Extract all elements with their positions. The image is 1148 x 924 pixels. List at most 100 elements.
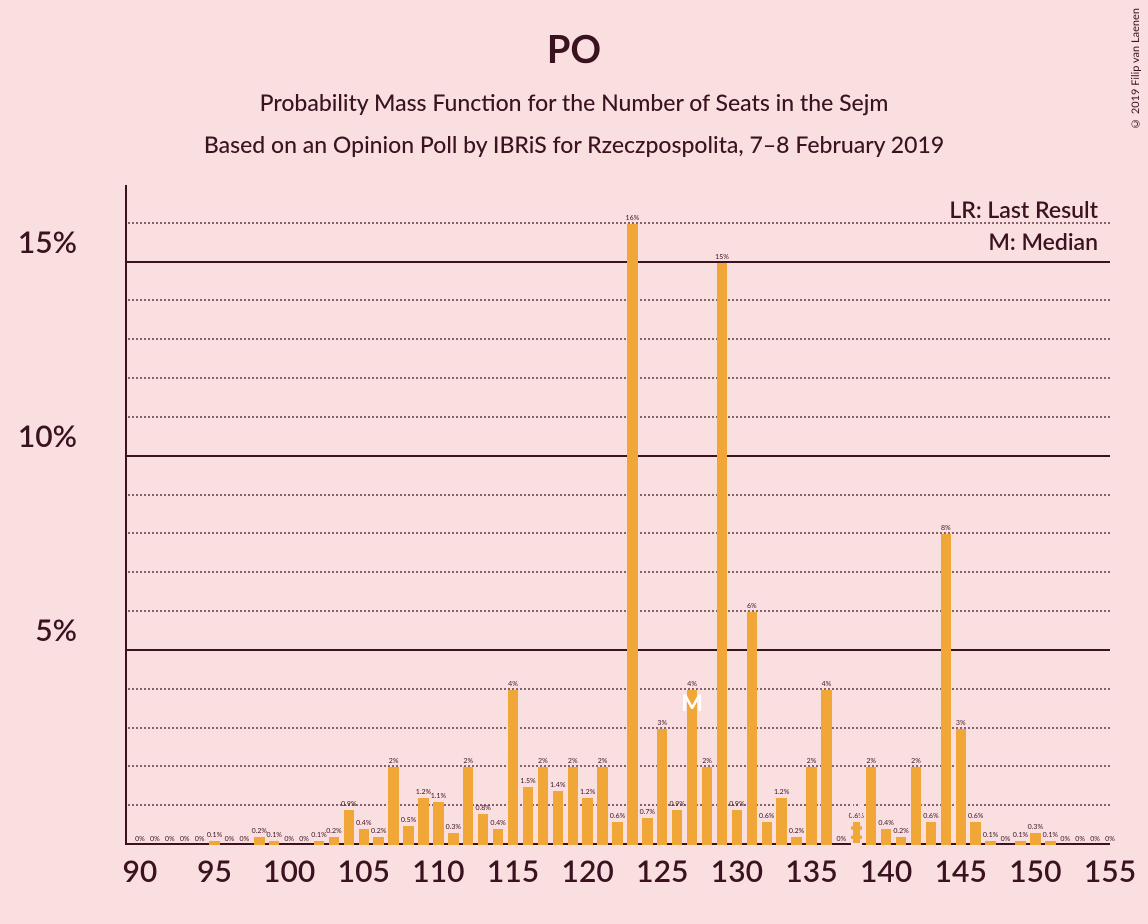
bar (821, 690, 831, 845)
bar-value-label: 2% (911, 757, 921, 765)
bar (553, 791, 563, 845)
copyright-text: © 2019 Filip van Laenen (1129, 8, 1142, 130)
bar (329, 837, 339, 845)
bar-value-label: 1.2% (416, 788, 431, 796)
grid-minor (125, 610, 1110, 612)
bar (523, 787, 533, 845)
x-tick-label: 100 (263, 853, 315, 889)
bar-value-label: 0.6% (923, 812, 938, 820)
bar (881, 829, 891, 845)
grid-major (125, 455, 1110, 457)
bar (732, 810, 742, 845)
x-tick-label: 125 (636, 853, 688, 889)
bar (508, 690, 518, 845)
bar (612, 822, 622, 845)
bar (373, 837, 383, 845)
bar-value-label: 0.7% (640, 808, 655, 816)
bar (538, 767, 548, 845)
bar (568, 767, 578, 845)
grid-minor (125, 338, 1110, 340)
bar (672, 810, 682, 845)
bar-value-label: 0% (135, 835, 145, 843)
bar (388, 767, 398, 845)
bar-value-label: 0% (225, 835, 235, 843)
bar-value-label: 16% (626, 214, 640, 222)
x-tick-label: 90 (123, 853, 158, 889)
bar-value-label: 2% (598, 757, 608, 765)
x-tick-label: 145 (935, 853, 987, 889)
x-tick-label: 140 (860, 853, 912, 889)
bar (956, 729, 966, 845)
bar (657, 729, 667, 845)
x-tick-label: 135 (785, 853, 837, 889)
bar-value-label: 0.1% (311, 831, 326, 839)
bar (866, 767, 876, 845)
x-tick-label: 110 (412, 853, 464, 889)
bar-value-label: 0% (240, 835, 250, 843)
bar-value-label: 6% (747, 602, 757, 610)
bar-value-label: 0.4% (878, 819, 893, 827)
bar (1030, 833, 1040, 845)
bar (1045, 841, 1055, 845)
bar (478, 814, 488, 845)
bar-value-label: 1.2% (580, 788, 595, 796)
bar (269, 841, 279, 845)
bar (911, 767, 921, 845)
bar (209, 841, 219, 845)
bar-value-label: 2% (389, 757, 399, 765)
bar-value-label: 0% (1001, 835, 1011, 843)
y-tick-label: 10% (18, 418, 77, 454)
bar-value-label: 3% (956, 719, 966, 727)
bar-value-label: 0% (195, 835, 205, 843)
bar-value-label: 0.1% (267, 831, 282, 839)
bar-value-label: 0.2% (252, 827, 267, 835)
bar-value-label: 0% (180, 835, 190, 843)
chart-subtitle-2: Based on an Opinion Poll by IBRiS for Rz… (0, 130, 1148, 158)
bar-value-label: 0.3% (446, 823, 461, 831)
bar-value-label: 1.1% (431, 792, 446, 800)
bar (642, 818, 652, 845)
bar (941, 534, 951, 845)
bar-value-label: 0.4% (490, 819, 505, 827)
bar-value-label: 3% (657, 719, 667, 727)
bar-value-label: 0.6% (968, 812, 983, 820)
bar-value-label: 0.9% (669, 800, 684, 808)
x-tick-label: 130 (711, 853, 763, 889)
bar-value-label: 2% (568, 757, 578, 765)
bar-value-label: 1.5% (520, 777, 535, 785)
bar-value-label: 2% (807, 757, 817, 765)
bar-value-label: 0.3% (1028, 823, 1043, 831)
bar (493, 829, 503, 845)
bar (582, 798, 592, 845)
bar (702, 767, 712, 845)
y-tick-label: 15% (18, 224, 77, 260)
y-tick-label: 5% (35, 612, 77, 648)
grid-major (125, 261, 1110, 263)
bar (776, 798, 786, 845)
x-tick-label: 115 (487, 853, 539, 889)
bar (762, 822, 772, 845)
bar-value-label: 0% (150, 835, 160, 843)
grid-major (125, 649, 1110, 651)
bar-value-label: 1.4% (550, 781, 565, 789)
bar (597, 767, 607, 845)
bar-value-label: 0.1% (207, 831, 222, 839)
grid-minor (125, 571, 1110, 573)
bar-value-label: 0.2% (893, 827, 908, 835)
bar (717, 263, 727, 845)
bar (806, 767, 816, 845)
bar (896, 837, 906, 845)
bar-value-label: 0.9% (729, 800, 744, 808)
bar (448, 833, 458, 845)
bar-value-label: 0.2% (789, 827, 804, 835)
bar-value-label: 0.8% (475, 804, 490, 812)
grid-minor (125, 688, 1110, 690)
chart-title: PO (0, 0, 1148, 72)
bar-value-label: 0.2% (371, 827, 386, 835)
median-marker: M (681, 688, 703, 716)
chart-subtitle-1: Probability Mass Function for the Number… (0, 88, 1148, 116)
bar-value-label: 4% (508, 680, 518, 688)
bar-value-label: 0.1% (1013, 831, 1028, 839)
bar (359, 829, 369, 845)
bar-value-label: 1.2% (774, 788, 789, 796)
